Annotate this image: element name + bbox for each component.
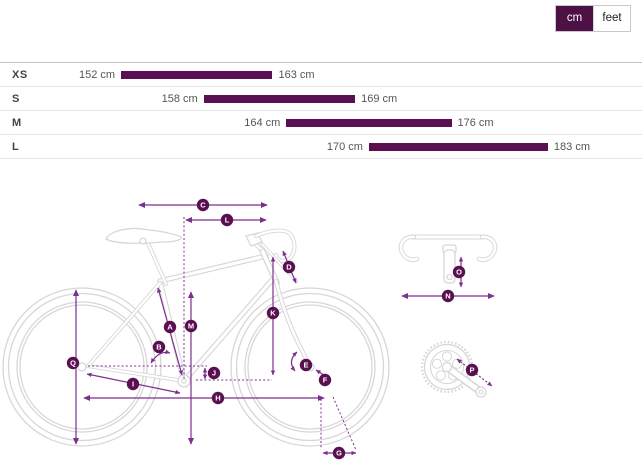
range-min-label: 152 cm: [78, 68, 116, 81]
size-label: XS: [12, 68, 28, 81]
measurement-badge-e: E: [299, 358, 313, 372]
unit-feet-button[interactable]: feet: [593, 6, 630, 31]
svg-text:G: G: [336, 449, 342, 458]
bike-side-view: [2, 227, 390, 447]
unit-cm-button[interactable]: cm: [556, 6, 593, 31]
handlebar-front-view: [398, 234, 498, 300]
range-max-label: 176 cm: [457, 116, 494, 129]
size-row-xs: XS 152 cm 163 cm: [0, 63, 642, 87]
measurement-badge-f: F: [318, 373, 332, 387]
range-min-label: 158 cm: [161, 92, 198, 105]
measurement-badges: A B C D E F G H I J K L M N O P Q: [66, 198, 479, 460]
svg-text:A: A: [167, 323, 173, 332]
size-row-l: L 170 cm 183 cm: [0, 135, 642, 159]
size-label: M: [12, 116, 22, 129]
measurement-badge-n: N: [441, 289, 455, 303]
measurement-badge-j: J: [207, 366, 221, 380]
measurement-badge-h: H: [211, 391, 225, 405]
measure-line-p: [456, 358, 493, 387]
svg-text:Q: Q: [70, 359, 76, 368]
measurement-badge-l: L: [220, 213, 234, 227]
measurement-badge-b: B: [152, 340, 166, 354]
rider-height-size-table: XS 152 cm 163 cm S 158 cm 169 cm M 164 cm 176 cm…: [0, 62, 642, 159]
measurement-badge-a: A: [163, 320, 177, 334]
svg-text:N: N: [445, 292, 450, 301]
svg-text:J: J: [212, 369, 216, 378]
svg-text:M: M: [188, 322, 194, 331]
svg-text:D: D: [286, 263, 292, 272]
measurement-badge-q: Q: [66, 356, 80, 370]
range-max-label: 163 cm: [278, 68, 315, 81]
range-min-label: 170 cm: [326, 140, 363, 153]
svg-text:L: L: [225, 216, 230, 225]
height-range-bar: [286, 118, 452, 127]
height-range-bar: [121, 70, 273, 79]
svg-text:F: F: [323, 376, 328, 385]
steering-axis-dotted-line: [332, 396, 357, 451]
measurement-badge-m: M: [184, 319, 198, 333]
measurement-badge-o: O: [452, 265, 466, 279]
measurement-badge-k: K: [266, 306, 280, 320]
svg-text:P: P: [469, 366, 474, 375]
svg-text:H: H: [215, 394, 220, 403]
measurement-arrows: [72, 201, 357, 456]
measure-line-b: [150, 349, 171, 364]
svg-text:E: E: [303, 361, 308, 370]
crankset-view: [420, 340, 493, 398]
range-min-label: 164 cm: [244, 116, 281, 129]
range-max-label: 169 cm: [361, 92, 398, 105]
reference-dotted-lines: [88, 217, 357, 451]
svg-text:O: O: [456, 268, 462, 277]
measurement-badge-c: C: [196, 198, 210, 212]
unit-toggle: cm feet: [555, 5, 631, 32]
saddle-and-seatpost: [105, 227, 182, 286]
height-range-bar: [203, 94, 356, 103]
size-label: L: [12, 140, 20, 153]
size-label: S: [12, 92, 20, 105]
measurement-badge-d: D: [282, 260, 296, 274]
height-range-bar: [368, 142, 548, 151]
measurement-badge-i: I: [126, 377, 140, 391]
size-row-s: S 158 cm 169 cm: [0, 87, 642, 111]
measurement-badge-p: P: [465, 363, 479, 377]
svg-text:I: I: [132, 380, 134, 389]
measure-line-e: [290, 351, 298, 372]
handlebar-side-view: [245, 228, 298, 283]
measurement-badge-g: G: [332, 446, 346, 460]
size-row-m: M 164 cm 176 cm: [0, 111, 642, 135]
svg-text:C: C: [200, 201, 206, 210]
svg-text:B: B: [156, 343, 162, 352]
svg-text:K: K: [270, 309, 276, 318]
range-max-label: 183 cm: [553, 140, 590, 153]
